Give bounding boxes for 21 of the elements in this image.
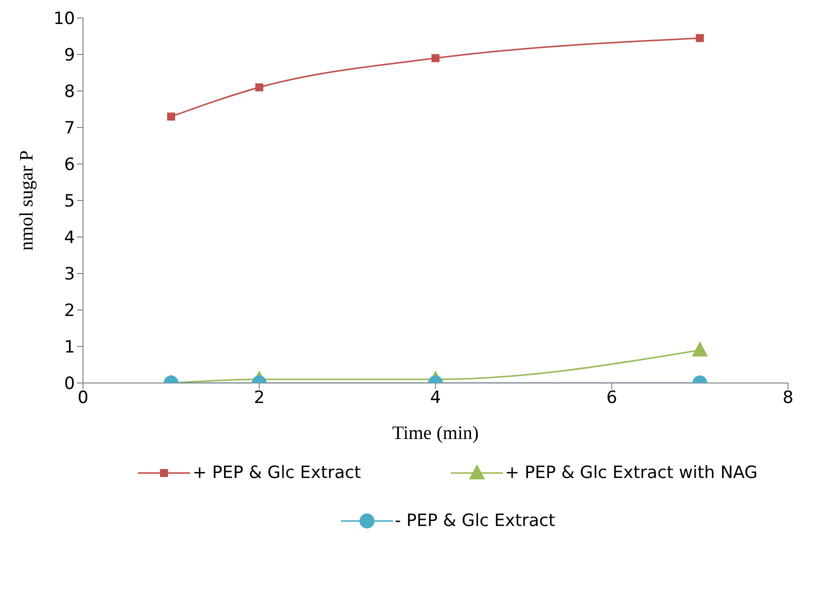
x-tick-label: 6 [606, 388, 618, 408]
x-tick-label: 2 [254, 388, 265, 408]
x-axis-title: Time (min) [392, 423, 479, 444]
x-tick-label: 0 [78, 388, 88, 408]
y-tick-label: 7 [64, 118, 75, 139]
x-tick-label: 8 [782, 388, 794, 408]
legend-label: - PEP & Glc Extract [394, 511, 556, 531]
y-tick-label: 1 [64, 338, 75, 358]
y-tick-label: 2 [64, 301, 75, 322]
y-tick-label: 5 [64, 192, 75, 212]
y-tick-label: 10 [53, 9, 75, 30]
x-tick-label: 4 [430, 388, 441, 408]
y-axis-title: nmol sugar P [16, 150, 38, 251]
y-tick-label: 6 [64, 155, 75, 176]
y-tick-label: 8 [64, 82, 75, 102]
y-tick-label: 4 [64, 228, 75, 248]
legend-label: + PEP & Glc Extract with NAG [504, 463, 758, 483]
legend-label: + PEP & Glc Extract [192, 463, 361, 483]
y-tick-label: 3 [64, 264, 75, 285]
y-tick-label: 0 [64, 374, 75, 394]
y-tick-label: 9 [64, 46, 75, 66]
